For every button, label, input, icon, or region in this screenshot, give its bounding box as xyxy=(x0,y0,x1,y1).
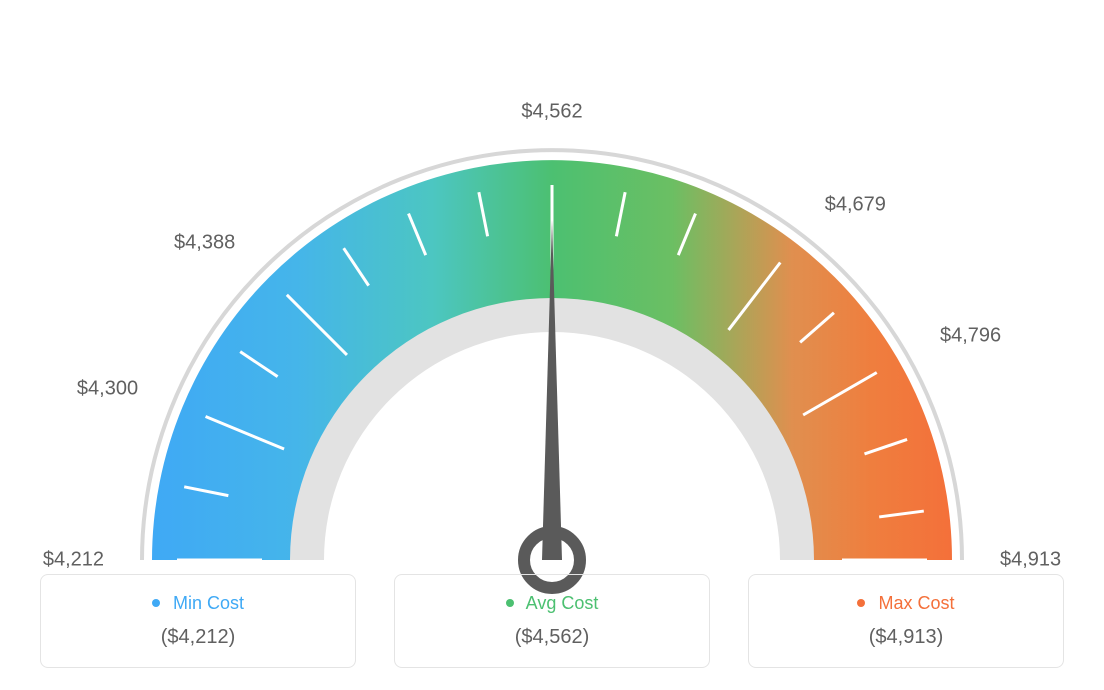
avg-cost-card: Avg Cost ($4,562) xyxy=(394,574,710,668)
dot-icon xyxy=(152,599,160,607)
min-cost-value: ($4,212) xyxy=(63,626,333,649)
avg-cost-value: ($4,562) xyxy=(417,626,687,649)
gauge-tick-label: $4,796 xyxy=(940,325,1001,348)
gauge-tick-label: $4,562 xyxy=(521,101,582,124)
max-cost-title: Max Cost xyxy=(771,593,1041,614)
max-cost-card: Max Cost ($4,913) xyxy=(748,574,1064,668)
gauge-tick-label: $4,679 xyxy=(825,193,886,216)
min-cost-label: Min Cost xyxy=(173,593,244,613)
avg-cost-label: Avg Cost xyxy=(526,593,599,613)
gauge-chart: $4,212$4,300$4,388$4,562$4,679$4,796$4,9… xyxy=(0,0,1104,560)
min-cost-card: Min Cost ($4,212) xyxy=(40,574,356,668)
min-cost-title: Min Cost xyxy=(63,593,333,614)
dot-icon xyxy=(857,599,865,607)
dot-icon xyxy=(506,599,514,607)
avg-cost-title: Avg Cost xyxy=(417,593,687,614)
gauge-tick-label: $4,913 xyxy=(1000,549,1061,572)
gauge-tick-label: $4,300 xyxy=(77,377,138,400)
max-cost-value: ($4,913) xyxy=(771,626,1041,649)
gauge-svg xyxy=(0,80,1104,640)
gauge-tick-label: $4,388 xyxy=(174,232,235,255)
max-cost-label: Max Cost xyxy=(878,593,954,613)
summary-cards: Min Cost ($4,212) Avg Cost ($4,562) Max … xyxy=(0,574,1104,668)
gauge-tick-label: $4,212 xyxy=(43,549,104,572)
